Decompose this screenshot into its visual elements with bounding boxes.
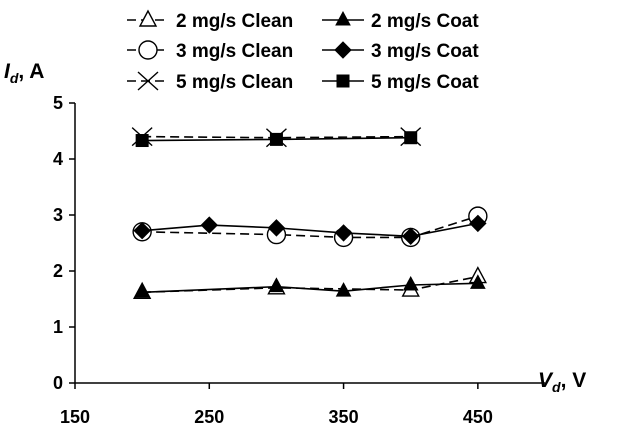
data-point xyxy=(133,221,151,240)
legend-swatch-marker xyxy=(336,74,350,88)
series-2-mg-s-coat xyxy=(134,274,486,298)
data-point xyxy=(402,227,420,245)
y-tick-label: 2 xyxy=(53,261,63,281)
legend-item: 2 mg/s Coat xyxy=(322,10,479,32)
y-tick-label: 4 xyxy=(53,149,63,169)
legend-swatch-marker xyxy=(335,10,351,26)
legend-label: 5 mg/s Clean xyxy=(176,72,293,93)
x-tick-label: 250 xyxy=(194,407,224,427)
x-axis-title: Vd, V xyxy=(538,369,586,395)
legend-swatch-marker xyxy=(137,71,159,91)
legend-item: 5 mg/s Clean xyxy=(127,71,293,93)
y-ticks: 0 1 2 3 4 5 xyxy=(53,93,75,393)
legend-item: 3 mg/s Coat xyxy=(322,41,479,62)
data-point xyxy=(200,216,218,234)
x-tick-label: 450 xyxy=(463,407,493,427)
x-axis-subscript: d xyxy=(552,379,561,395)
legend-swatch-marker xyxy=(334,41,352,59)
y-tick-label: 1 xyxy=(53,317,63,337)
series-2-mg-s-clean xyxy=(132,266,488,299)
x-tick-label: 150 xyxy=(60,407,90,427)
x-axis-symbol: V xyxy=(538,369,554,392)
y-axis-symbol: I xyxy=(4,60,11,83)
series-5-mg-s-coat xyxy=(135,131,418,148)
data-point xyxy=(335,282,352,297)
legend-label: 3 mg/s Clean xyxy=(176,41,293,62)
series-3-mg-s-coat xyxy=(133,214,487,245)
legend-item: 3 mg/s Clean xyxy=(127,40,293,62)
x-axis-unit: , V xyxy=(561,369,587,392)
legend-item: 5 mg/s Coat xyxy=(322,72,479,93)
data-point xyxy=(334,224,353,242)
data-point xyxy=(269,132,283,146)
data-point xyxy=(404,131,418,145)
legend-label: 2 mg/s Coat xyxy=(371,11,479,32)
data-point xyxy=(134,283,150,298)
legend-label: 3 mg/s Coat xyxy=(371,41,479,62)
data-point xyxy=(267,219,286,237)
series-line xyxy=(142,222,479,238)
legend-label: 2 mg/s Clean xyxy=(176,11,293,32)
legend-background xyxy=(118,3,516,103)
data-point xyxy=(470,274,486,289)
y-tick-label: 5 xyxy=(53,93,63,113)
legend-label: 5 mg/s Coat xyxy=(371,72,479,93)
plot-area xyxy=(131,127,488,299)
axes: 150 250 350 450 0 1 2 3 4 5 xyxy=(53,93,545,427)
legend-swatch-marker xyxy=(138,9,158,27)
legend-item: 2 mg/s Clean xyxy=(127,9,293,32)
y-axis-subscript: d xyxy=(10,70,19,86)
y-axis-unit: , A xyxy=(18,60,44,83)
data-point xyxy=(402,275,419,291)
legend: 2 mg/s Clean 2 mg/s Coat 3 mg/s Clean 3 mg/… xyxy=(118,3,516,103)
x-tick-label: 350 xyxy=(329,407,359,427)
series-line xyxy=(142,282,478,294)
y-axis-title: Id, A xyxy=(4,60,44,86)
y-tick-label: 0 xyxy=(53,373,63,393)
data-point xyxy=(135,134,149,148)
y-tick-label: 3 xyxy=(53,205,63,225)
data-point xyxy=(268,277,285,293)
legend-swatch-marker xyxy=(138,40,158,60)
x-ticks: 150 250 350 450 xyxy=(60,383,493,427)
data-point xyxy=(469,214,487,233)
